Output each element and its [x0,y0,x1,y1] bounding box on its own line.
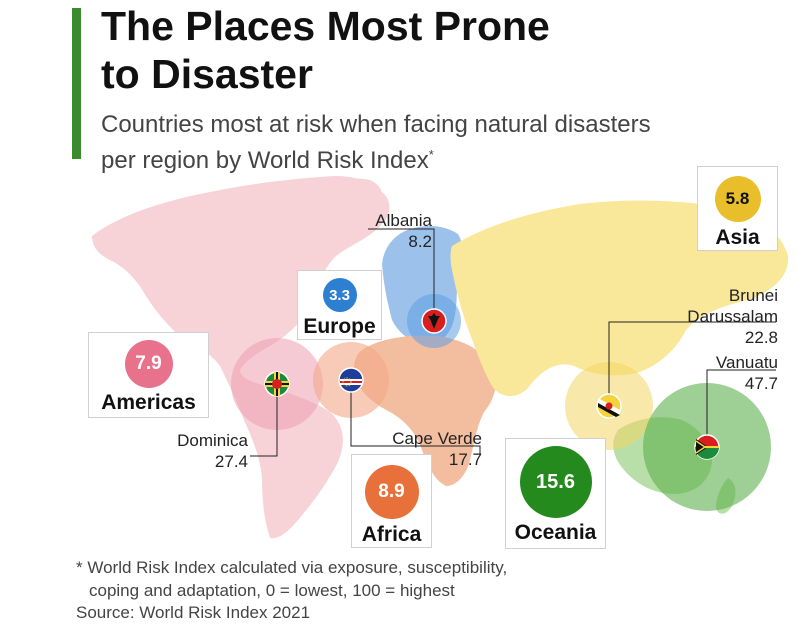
country-label-albania: Albania 8.2 [352,210,432,252]
title-accent-bar [72,8,81,159]
oceania-label: Oceania [514,521,597,544]
brunei-name-line-1: Brunei [728,286,778,305]
cape-verde-flag-icon [338,367,364,393]
vanuatu-leader-line [706,369,776,447]
asia-value: 5.8 [725,189,750,208]
subtitle-footnote-mark: * [428,147,434,162]
subtitle-line-2: per region by World Risk Index* [101,147,434,174]
brunei-value: 22.8 [744,328,778,347]
africa-landmass [354,335,496,486]
subtitle-line-1: Countries most at risk when facing natur… [101,111,651,138]
title-line-1: The Places Most Prone [101,3,550,49]
europe-label: Europe [303,315,376,338]
vanuatu-value: 47.7 [744,374,778,393]
africa-value: 8.9 [378,481,405,502]
brunei-name-line-2: Darussalam [687,307,778,326]
page-title: The Places Most Prone to Disaster [101,2,550,98]
americas-value-badge: 7.9 [124,340,173,388]
africa-value-badge: 8.9 [364,465,419,519]
country-label-cape-verde: Cape Verde 17.7 [370,428,482,470]
brunei-flag-icon [596,393,622,419]
source-line: Source: World Risk Index 2021 [76,603,311,622]
greenland-landmass [312,178,383,224]
region-box-europe: 3.3 Europe [297,270,382,340]
region-box-africa: 8.9 Africa [351,454,432,548]
dominica-name: Dominica [177,431,248,450]
dominica-leader-line [250,384,278,457]
cape-verde-leader-line [350,380,481,454]
albania-value: 8.2 [408,232,432,251]
cape-verde-name: Cape Verde [392,429,482,448]
albania-name: Albania [375,211,432,230]
europe-value: 3.3 [329,286,350,304]
region-box-americas: 7.9 Americas [88,332,209,418]
africa-label: Africa [361,523,422,546]
dominica-value: 27.4 [214,452,248,471]
country-label-vanuatu: Vanuatu 47.7 [688,352,778,394]
region-box-oceania: 15.6 Oceania [505,438,606,549]
asia-label: Asia [715,226,760,249]
vanuatu-flag-icon [694,434,720,460]
title-line-2: to Disaster [101,51,313,97]
footnote-line-2: coping and adaptation, 0 = lowest, 100 =… [89,581,455,600]
footnote-line-1: * World Risk Index calculated via exposu… [76,558,508,577]
albania-flag-icon [421,308,447,334]
asia-value-badge: 5.8 [714,176,761,222]
cape-verde-value: 17.7 [448,450,482,469]
oceania-value-badge: 15.6 [519,446,592,518]
subtitle: Countries most at risk when facing natur… [101,110,741,176]
vanuatu-name: Vanuatu [715,353,778,372]
oceania-value: 15.6 [536,470,575,493]
country-label-brunei: Brunei Darussalam 22.8 [668,285,778,348]
europe-value-badge: 3.3 [322,278,357,312]
region-box-asia: 5.8 Asia [697,166,778,251]
albania-leader-line [368,228,435,308]
dominica-flag-icon [264,371,290,397]
americas-value: 7.9 [135,353,162,374]
americas-label: Americas [101,391,196,414]
brunei-leader-line [608,321,776,406]
footnote: * World Risk Index calculated via exposu… [76,556,507,602]
country-label-dominica: Dominica 27.4 [158,430,248,472]
